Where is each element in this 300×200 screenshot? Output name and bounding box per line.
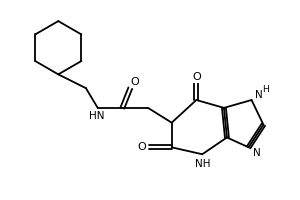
Text: HN: HN: [89, 111, 104, 121]
Text: O: O: [131, 77, 140, 87]
Text: NH: NH: [194, 159, 210, 169]
Text: H: H: [262, 85, 269, 94]
Text: O: O: [192, 72, 201, 82]
Text: N: N: [255, 90, 262, 100]
Text: N: N: [253, 148, 260, 158]
Text: O: O: [138, 142, 146, 152]
